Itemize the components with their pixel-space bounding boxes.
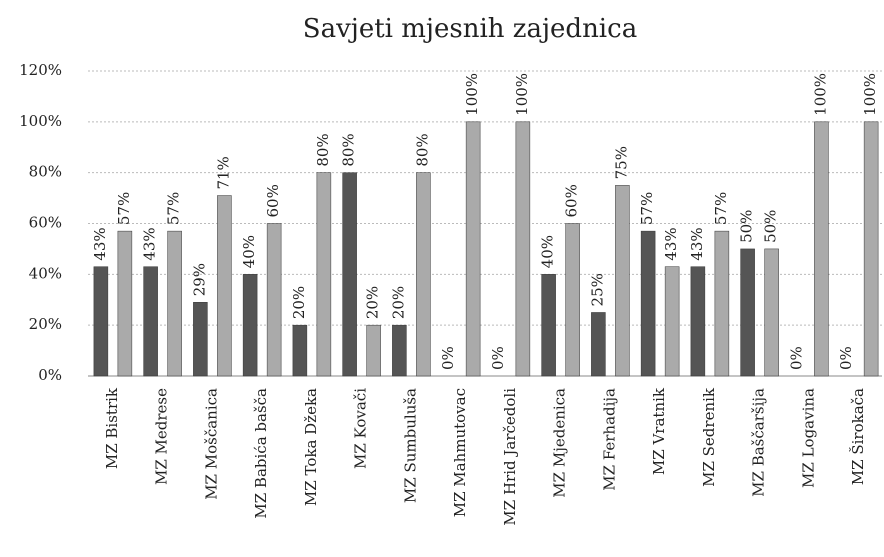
data-label: 0% <box>439 346 457 370</box>
data-label: 100% <box>513 73 531 116</box>
bar <box>217 195 232 377</box>
x-tick-label: MZ Baščaršija <box>750 388 768 497</box>
bar <box>392 324 407 377</box>
bar <box>342 172 357 377</box>
x-tick-label: MZ Mjedenica <box>551 388 569 498</box>
x-tick-label: MZ Medrese <box>153 388 171 485</box>
data-label: 50% <box>762 210 780 243</box>
bar <box>416 172 431 377</box>
x-tick-label: MZ Logavina <box>799 388 817 488</box>
data-label: 60% <box>563 184 581 217</box>
bar <box>316 172 332 377</box>
x-tick-label: MZ Bistrik <box>103 387 121 469</box>
data-label: 50% <box>738 210 756 243</box>
data-label: 29% <box>190 263 208 296</box>
bar <box>143 266 158 377</box>
bar <box>515 121 531 377</box>
data-label: 100% <box>861 73 879 116</box>
bar <box>266 223 282 377</box>
data-label: 80% <box>340 133 358 166</box>
bar <box>615 185 630 377</box>
data-label: 25% <box>588 273 606 306</box>
data-label: 80% <box>314 133 332 166</box>
y-tick-label: 80% <box>29 163 62 181</box>
data-label: 0% <box>489 346 507 370</box>
data-label: 60% <box>264 184 282 217</box>
bar <box>690 266 706 377</box>
data-label: 57% <box>712 192 730 225</box>
x-tick-label: MZ Sedrenik <box>700 387 718 487</box>
y-tick-label: 0% <box>38 366 62 384</box>
bar <box>591 312 606 377</box>
y-tick-label: 60% <box>29 214 62 232</box>
data-label: 57% <box>115 192 133 225</box>
data-label: 43% <box>662 227 680 260</box>
data-label: 57% <box>638 192 656 225</box>
data-label: 40% <box>240 235 258 268</box>
y-tick-label: 100% <box>19 112 62 130</box>
bar <box>167 230 182 377</box>
data-label: 43% <box>141 227 159 260</box>
x-tick-label: MZ Moščanica <box>202 388 220 500</box>
bar <box>93 266 109 377</box>
x-tick-label: MZ Hrid Jarčedoli <box>501 388 519 526</box>
data-label: 20% <box>290 286 308 319</box>
bar <box>640 230 656 377</box>
data-label: 20% <box>389 286 407 319</box>
x-tick-label: MZ Sumbuluša <box>401 388 419 503</box>
chart-title: Savjeti mjesnih zajednica <box>303 14 637 44</box>
data-label: 57% <box>165 192 183 225</box>
x-tick-label: MZ Toka Džeka <box>302 388 320 506</box>
bar <box>740 248 755 377</box>
data-label: 75% <box>612 146 630 179</box>
data-label: 100% <box>463 73 481 116</box>
bar <box>242 274 258 377</box>
data-label: 0% <box>787 346 805 370</box>
x-tick-label: MZ Kovači <box>352 388 370 469</box>
data-label: 71% <box>214 156 232 189</box>
bar <box>664 266 680 377</box>
data-label: 40% <box>539 235 557 268</box>
bar <box>565 223 580 377</box>
x-tick-label: MZ Mahmutovac <box>451 388 469 517</box>
x-tick-label: MZ Vratnik <box>650 387 668 475</box>
bar <box>714 230 730 377</box>
data-label: 80% <box>413 133 431 166</box>
data-label: 100% <box>811 73 829 116</box>
x-tick-label: MZ Širokača <box>849 388 867 485</box>
bar <box>117 230 133 377</box>
bar <box>292 324 308 377</box>
data-label: 43% <box>91 227 109 260</box>
data-label: 20% <box>364 286 382 319</box>
data-label: 0% <box>837 346 855 370</box>
data-label: 43% <box>688 227 706 260</box>
bar <box>465 121 481 377</box>
bar <box>863 121 879 377</box>
bar <box>366 324 381 377</box>
bar <box>193 302 208 377</box>
bar <box>814 121 829 377</box>
x-tick-label: MZ Babića bašča <box>252 388 270 519</box>
y-tick-label: 120% <box>19 61 62 79</box>
bar <box>541 274 556 377</box>
y-tick-label: 40% <box>29 264 62 282</box>
x-tick-label: MZ Ferhadija <box>600 388 618 491</box>
y-tick-label: 20% <box>29 315 62 333</box>
bar <box>764 248 779 377</box>
